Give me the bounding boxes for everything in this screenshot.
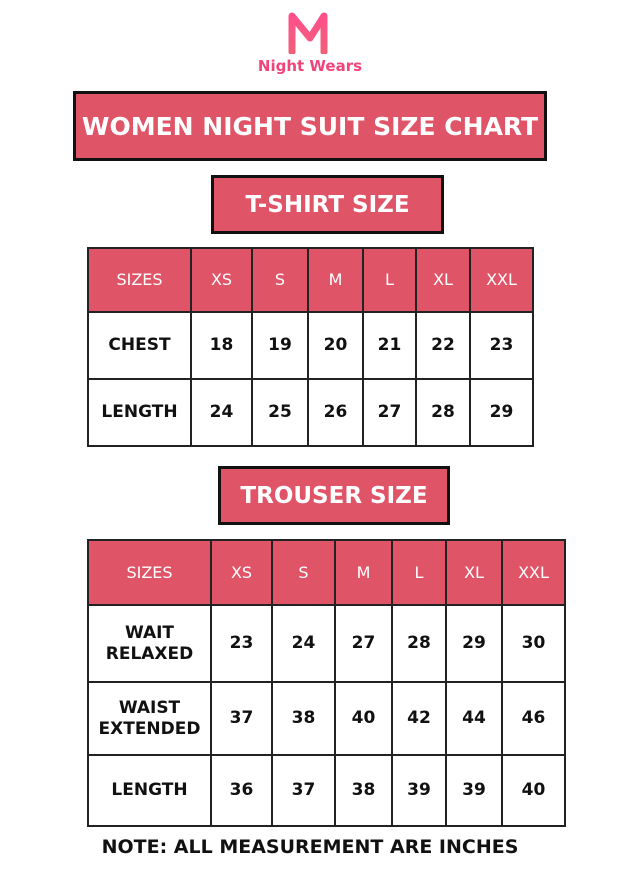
night-wears-logo-icon [288, 12, 328, 56]
value-cell: 28 [391, 604, 447, 683]
header-cell: M [307, 247, 364, 313]
row-label: WAIST EXTENDED [87, 681, 212, 756]
table-row: LENGTH 24 25 26 27 28 29 [87, 378, 534, 447]
value-cell: 23 [210, 604, 273, 683]
value-cell: 39 [445, 754, 503, 827]
value-cell: 40 [501, 754, 566, 827]
header-cell: SIZES [87, 247, 192, 313]
table-row: CHEST 18 19 20 21 22 23 [87, 311, 534, 380]
value-cell: 46 [501, 681, 566, 756]
header-cell: XS [190, 247, 253, 313]
row-label: CHEST [87, 311, 192, 380]
header-cell: XXL [469, 247, 534, 313]
row-label: WAIT RELAXED [87, 604, 212, 683]
brand-logo [260, 12, 360, 58]
value-cell: 37 [271, 754, 336, 827]
value-cell: 42 [391, 681, 447, 756]
value-cell: 38 [271, 681, 336, 756]
header-row: SIZES XS S M L XL XXL [87, 539, 566, 606]
header-cell: S [271, 539, 336, 606]
value-cell: 24 [190, 378, 253, 447]
value-cell: 20 [307, 311, 364, 380]
value-cell: 27 [334, 604, 393, 683]
value-cell: 40 [334, 681, 393, 756]
value-cell: 28 [415, 378, 471, 447]
brand-name: Night Wears [257, 57, 363, 75]
header-cell: XXL [501, 539, 566, 606]
table-row: WAIST EXTENDED 37 38 40 42 44 46 [87, 681, 566, 756]
header-cell: XL [415, 247, 471, 313]
table-row: LENGTH 36 37 38 39 39 40 [87, 754, 566, 827]
value-cell: 39 [391, 754, 447, 827]
header-cell: S [251, 247, 309, 313]
value-cell: 38 [334, 754, 393, 827]
row-label: LENGTH [87, 754, 212, 827]
header-row: SIZES XS S M L XL XXL [87, 247, 534, 313]
value-cell: 25 [251, 378, 309, 447]
value-cell: 22 [415, 311, 471, 380]
table-row: WAIT RELAXED 23 24 27 28 29 30 [87, 604, 566, 683]
page-title: WOMEN NIGHT SUIT SIZE CHART [73, 91, 547, 161]
value-cell: 23 [469, 311, 534, 380]
value-cell: 19 [251, 311, 309, 380]
value-cell: 29 [469, 378, 534, 447]
row-label: LENGTH [87, 378, 192, 447]
trouser-size-table: SIZES XS S M L XL XXL WAIT RELAXED 23 24 27 28 29 30 W… [87, 539, 566, 827]
trouser-heading: TROUSER SIZE [218, 466, 450, 525]
value-cell: 21 [362, 311, 417, 380]
tshirt-size-table: SIZES XS S M L XL XXL CHEST 18 19 20 21 22 23 LENGTH 24… [87, 247, 534, 447]
value-cell: 30 [501, 604, 566, 683]
header-cell: L [362, 247, 417, 313]
header-cell: XL [445, 539, 503, 606]
header-cell: M [334, 539, 393, 606]
tshirt-heading: T-SHIRT SIZE [211, 175, 444, 234]
value-cell: 24 [271, 604, 336, 683]
header-cell: SIZES [87, 539, 212, 606]
value-cell: 36 [210, 754, 273, 827]
value-cell: 27 [362, 378, 417, 447]
value-cell: 44 [445, 681, 503, 756]
value-cell: 18 [190, 311, 253, 380]
value-cell: 37 [210, 681, 273, 756]
value-cell: 29 [445, 604, 503, 683]
header-cell: XS [210, 539, 273, 606]
value-cell: 26 [307, 378, 364, 447]
header-cell: L [391, 539, 447, 606]
measurement-note: NOTE: ALL MEASUREMENT ARE INCHES [101, 836, 519, 858]
